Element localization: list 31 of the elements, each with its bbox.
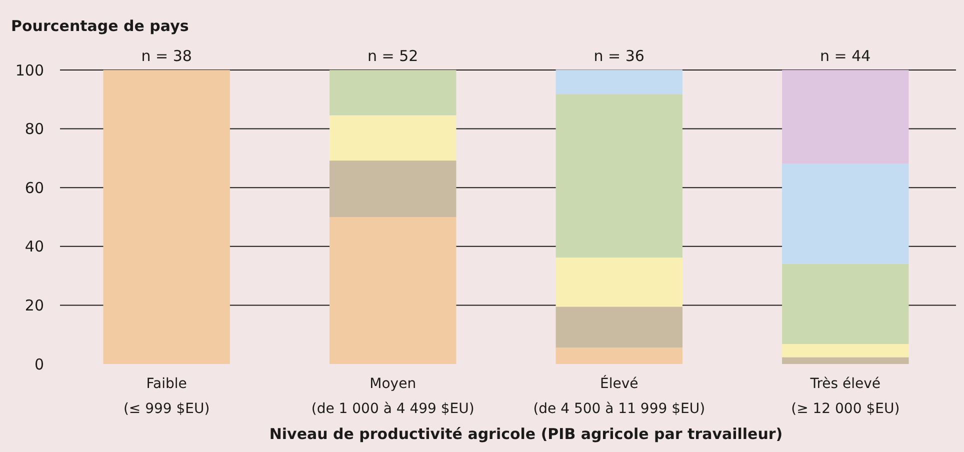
bar: [782, 357, 909, 364]
bar: [556, 306, 682, 348]
x-axis-title: Niveau de productivité agricole (PIB agricole par travailleur): [269, 425, 783, 443]
y-tick-label: 60: [24, 178, 44, 197]
y-tick-label: 40: [24, 238, 44, 256]
annotation: n = 44: [820, 47, 871, 65]
bar: [782, 264, 909, 344]
bar: [782, 70, 909, 164]
bar: [330, 160, 456, 217]
bar: [556, 70, 682, 94]
annotation: n = 36: [594, 47, 644, 65]
bar: [330, 217, 456, 364]
bar: [556, 348, 682, 364]
bar: [782, 344, 909, 358]
y-tick-label: 80: [24, 120, 44, 138]
bar: [556, 94, 682, 258]
bar: [103, 70, 230, 364]
x-tick-label: Moyen (de 1 000 à 4 499 $EU): [311, 376, 474, 417]
annotation: n = 52: [368, 47, 418, 65]
bar: [782, 163, 909, 264]
annotation: n = 38: [141, 47, 192, 65]
y-tick-label: 20: [24, 296, 44, 314]
x-tick-label: Faible (≤ 999 $EU): [123, 376, 210, 417]
y-axis-title: Pourcentage de pays: [11, 17, 189, 35]
x-tick-label: Élevé (de 4 500 à 11 999 $EU): [533, 375, 706, 417]
bar: [330, 115, 456, 161]
bar: [330, 70, 456, 116]
x-tick-label: Très élevé (≥ 12 000 $EU): [791, 376, 900, 417]
y-tick-label: 0: [34, 355, 44, 374]
y-tick-label: 100: [15, 61, 44, 80]
bar: [556, 258, 682, 307]
